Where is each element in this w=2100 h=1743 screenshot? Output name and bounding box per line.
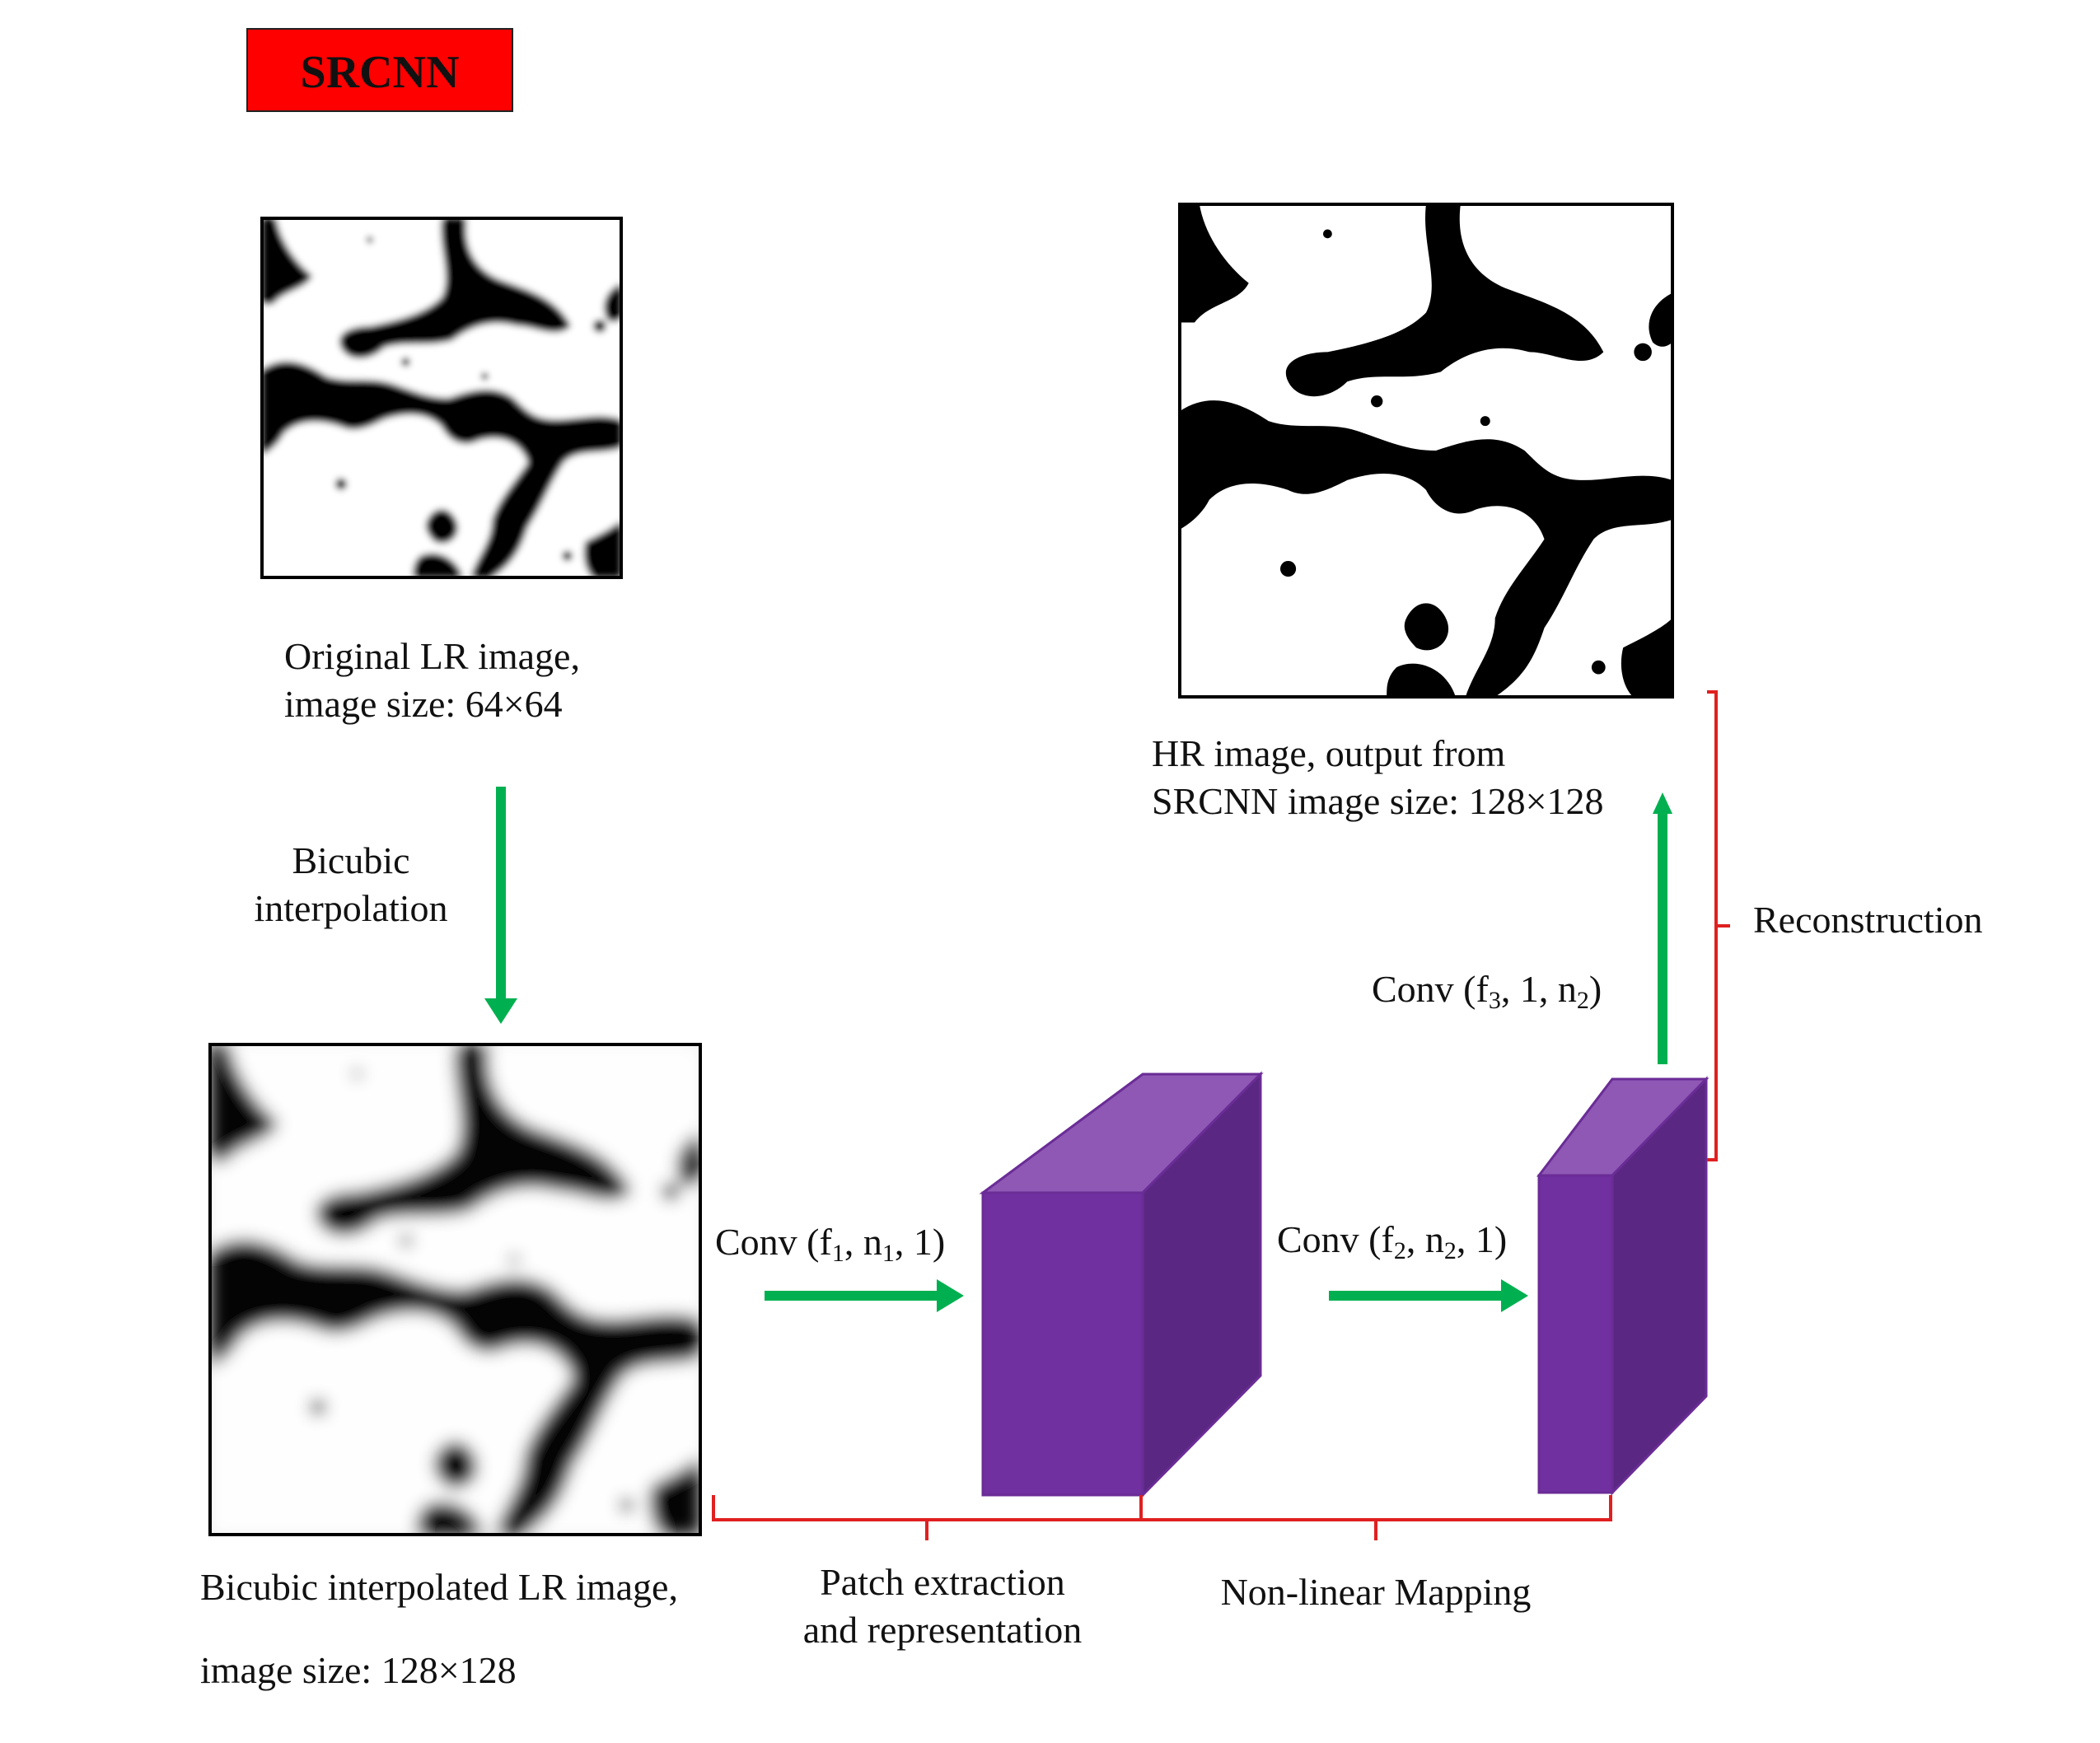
interpolated-caption-line1: Bicubic interpolated LR image, [200,1566,678,1608]
nonlinear-mapping-label: Non-linear Mapping [1221,1571,1532,1613]
original-image-caption-line2: image size: 64×64 [284,683,563,725]
bicubic-label-line2: interpolation [254,887,447,929]
bicubic-arrow [484,787,517,1024]
original-image-caption-line1: Original LR image, [284,635,580,677]
hr-output-image [1178,203,1674,699]
hr-caption-line2: SRCNN image size: 128×128 [1152,780,1604,822]
patch-extraction-label-line2: and representation [803,1609,1082,1651]
conv1-arrow [765,1279,964,1312]
bicubic-interpolated-image [208,1043,702,1536]
bicubic-label-line1: Bicubic [292,839,409,881]
patch-extraction-label-line1: Patch extraction [820,1561,1065,1603]
interpolated-caption-line2: image size: 128×128 [200,1649,517,1691]
hr-caption-line1: HR image, output from [1152,732,1505,774]
conv3-label: Conv (f3, 1, n2) [1372,968,1602,1014]
original-lr-image [260,217,623,579]
patch-extraction-bracket [712,1495,1143,1540]
conv2-label: Conv (f2, n2, 1) [1277,1218,1507,1264]
reconstruction-label: Reconstruction [1753,899,1983,941]
nonlinear-mapping-bracket [1139,1495,1612,1540]
reconstruction-bracket [1707,690,1730,1161]
title-badge: SRCNN [246,28,513,112]
feature-map-block-1 [979,1071,1264,1498]
conv1-label: Conv (f1, n1, 1) [715,1221,945,1267]
title-badge-text: SRCNN [301,47,460,98]
conv2-arrow [1329,1279,1528,1312]
conv3-arrow [1653,792,1672,1064]
feature-map-block-2 [1536,1076,1709,1496]
